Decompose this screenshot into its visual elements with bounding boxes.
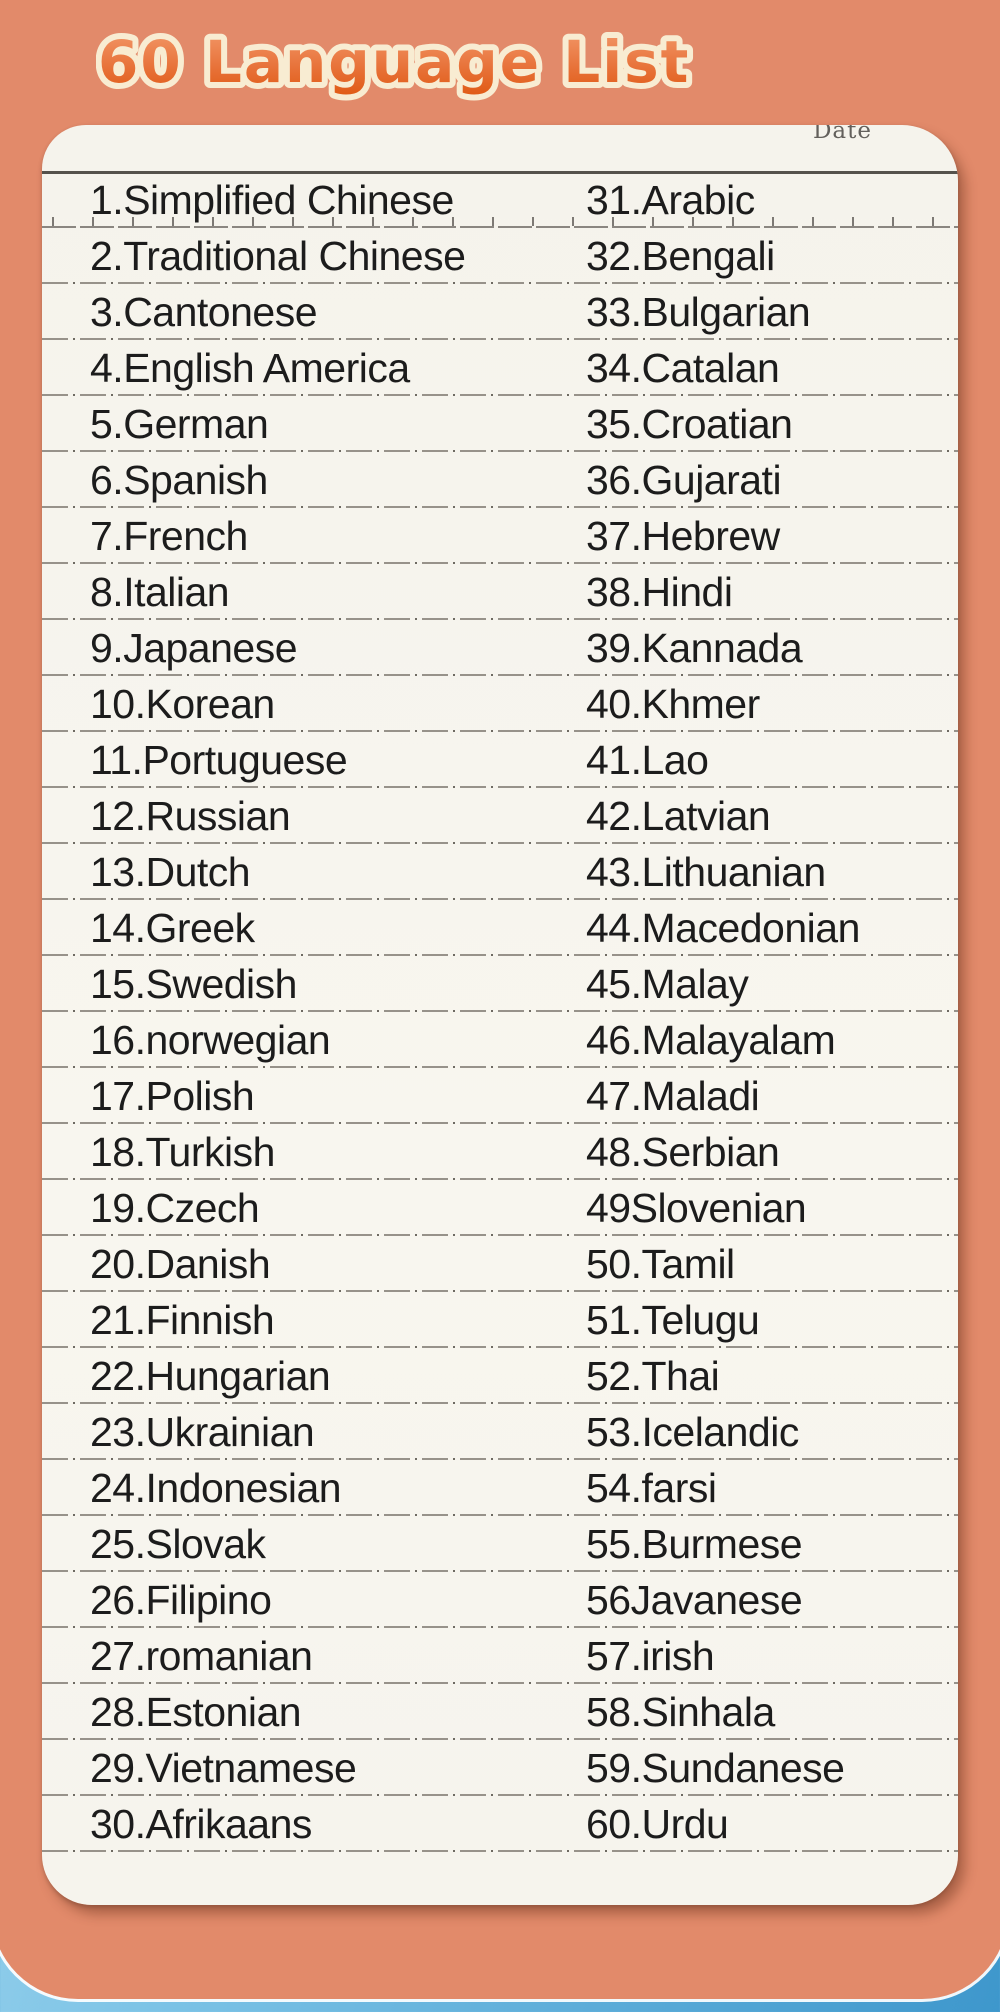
language-item: 9.Japanese [90,625,298,671]
language-item: 33.Bulgarian [586,289,811,335]
language-item: 10.Korean [90,681,275,727]
language-item: 17.Polish [90,1073,255,1119]
language-item: 29.Vietnamese [90,1745,357,1791]
list-row: 30.Afrikaans 60.Urdu [42,1796,958,1852]
language-item: 11.Portuguese [90,737,348,783]
language-item: 15.Swedish [90,961,297,1007]
list-row: 5.German 35.Croatian [42,396,958,452]
language-item: 28.Estonian [90,1689,302,1735]
card-top-rule [42,171,958,174]
language-item: 35.Croatian [586,401,793,447]
language-item: 12.Russian [90,793,291,839]
language-item: 55.Burmese [586,1521,803,1567]
list-row: 22.Hungarian 52.Thai [42,1348,958,1404]
list-row: 17.Polish 47.Maladi [42,1068,958,1124]
language-item: 46.Malayalam [586,1017,836,1063]
language-item: 48.Serbian [586,1129,780,1175]
date-label: Date [812,125,872,144]
page-title-outline: 60 Language List [98,28,690,96]
language-item: 45.Malay [586,961,749,1007]
list-row: 8.Italian 38.Hindi [42,564,958,620]
language-item: 22.Hungarian [90,1353,331,1399]
list-row: 14.Greek 44.Macedonian [42,900,958,956]
list-row: 15.Swedish 45.Malay [42,956,958,1012]
list-row: 18.Turkish 48.Serbian [42,1124,958,1180]
language-item: 25.Slovak [90,1521,266,1567]
language-item: 57.irish [586,1633,715,1679]
language-item: 44.Macedonian [586,905,860,951]
language-item: 30.Afrikaans [90,1801,312,1847]
list-row: 10.Korean 40.Khmer [42,676,958,732]
list-row: 20.Danish 50.Tamil [42,1236,958,1292]
list-row: 7.French 37.Hebrew [42,508,958,564]
list-row: 28.Estonian 58.Sinhala [42,1684,958,1740]
list-row: 25.Slovak 55.Burmese [42,1516,958,1572]
language-item: 43.Lithuanian [586,849,826,895]
language-item: 59.Sundanese [586,1745,845,1791]
language-item: 24.Indonesian [90,1465,342,1511]
language-item: 32.Bengali [586,233,775,279]
language-rows: 1.Simplified Chinese 31.Arabic 2.Tradition… [42,172,958,1852]
language-item: 40.Khmer [586,681,760,727]
list-row: 26.Filipino 56Javanese [42,1572,958,1628]
list-row: 12.Russian 42.Latvian [42,788,958,844]
language-item: 20.Danish [90,1241,271,1287]
language-item: 51.Telugu [586,1297,760,1343]
language-item: 7.French [90,513,248,559]
language-item: 26.Filipino [90,1577,272,1623]
language-item: 4.English America [90,345,410,391]
language-item: 42.Latvian [586,793,771,839]
language-item: 38.Hindi [586,569,733,615]
page-title: 60 Language List [98,28,690,96]
list-row: 24.Indonesian 54.farsi [42,1460,958,1516]
list-row: 29.Vietnamese 59.Sundanese [42,1740,958,1796]
language-item: 36.Gujarati [586,457,782,503]
language-item: 1.Simplified Chinese [90,177,454,223]
language-item: 41.Lao [586,737,709,783]
language-item: 56Javanese [586,1577,803,1623]
language-item: 34.Catalan [586,345,780,391]
language-item: 8.Italian [90,569,230,615]
language-item: 60.Urdu [586,1801,729,1847]
page-title-block: 60 Language List 60 Language List [92,16,876,116]
language-item: 37.Hebrew [586,513,780,559]
list-row: 11.Portuguese 41.Lao [42,732,958,788]
language-item: 54.farsi [586,1465,717,1511]
language-item: 2.Traditional Chinese [90,233,466,279]
list-row: 19.Czech 49Slovenian [42,1180,958,1236]
language-item: 47.Maladi [586,1073,760,1119]
language-item: 52.Thai [586,1353,720,1399]
list-row: 13.Dutch 43.Lithuanian [42,844,958,900]
language-item: 13.Dutch [90,849,251,895]
list-row: 3.Cantonese 33.Bulgarian [42,284,958,340]
language-item: 18.Turkish [90,1129,275,1175]
list-row: 2.Traditional Chinese 32.Bengali [42,228,958,284]
language-item: 16.norwegian [90,1017,331,1063]
language-item: 19.Czech [90,1185,260,1231]
language-item: 31.Arabic [586,177,755,223]
title-bubble-art: 60 Language List 60 Language List [92,22,694,102]
language-item: 50.Tamil [586,1241,735,1287]
language-item: 23.Ukrainian [90,1409,315,1455]
language-item: 39.Kannada [586,625,803,671]
list-row: 27.romanian 57.irish [42,1628,958,1684]
language-item: 5.German [90,401,269,447]
language-item: 53.Icelandic [586,1409,799,1455]
list-row: 16.norwegian 46.Malayalam [42,1012,958,1068]
language-item: 27.romanian [90,1633,313,1679]
list-row: 1.Simplified Chinese 31.Arabic [42,172,958,228]
language-item: 49Slovenian [586,1185,807,1231]
list-row: 9.Japanese 39.Kannada [42,620,958,676]
list-row: 21.Finnish 51.Telugu [42,1292,958,1348]
list-row: 4.English America 34.Catalan [42,340,958,396]
language-item: 14.Greek [90,905,255,951]
language-item: 21.Finnish [90,1297,275,1343]
language-item: 58.Sinhala [586,1689,775,1735]
list-row: 6.Spanish 36.Gujarati [42,452,958,508]
language-item: 3.Cantonese [90,289,318,335]
list-row: 23.Ukrainian 53.Icelandic [42,1404,958,1460]
language-item: 6.Spanish [90,457,268,503]
note-card: Date 1.Simplified Chinese 31.Arabic 2.Trad… [42,125,958,1905]
